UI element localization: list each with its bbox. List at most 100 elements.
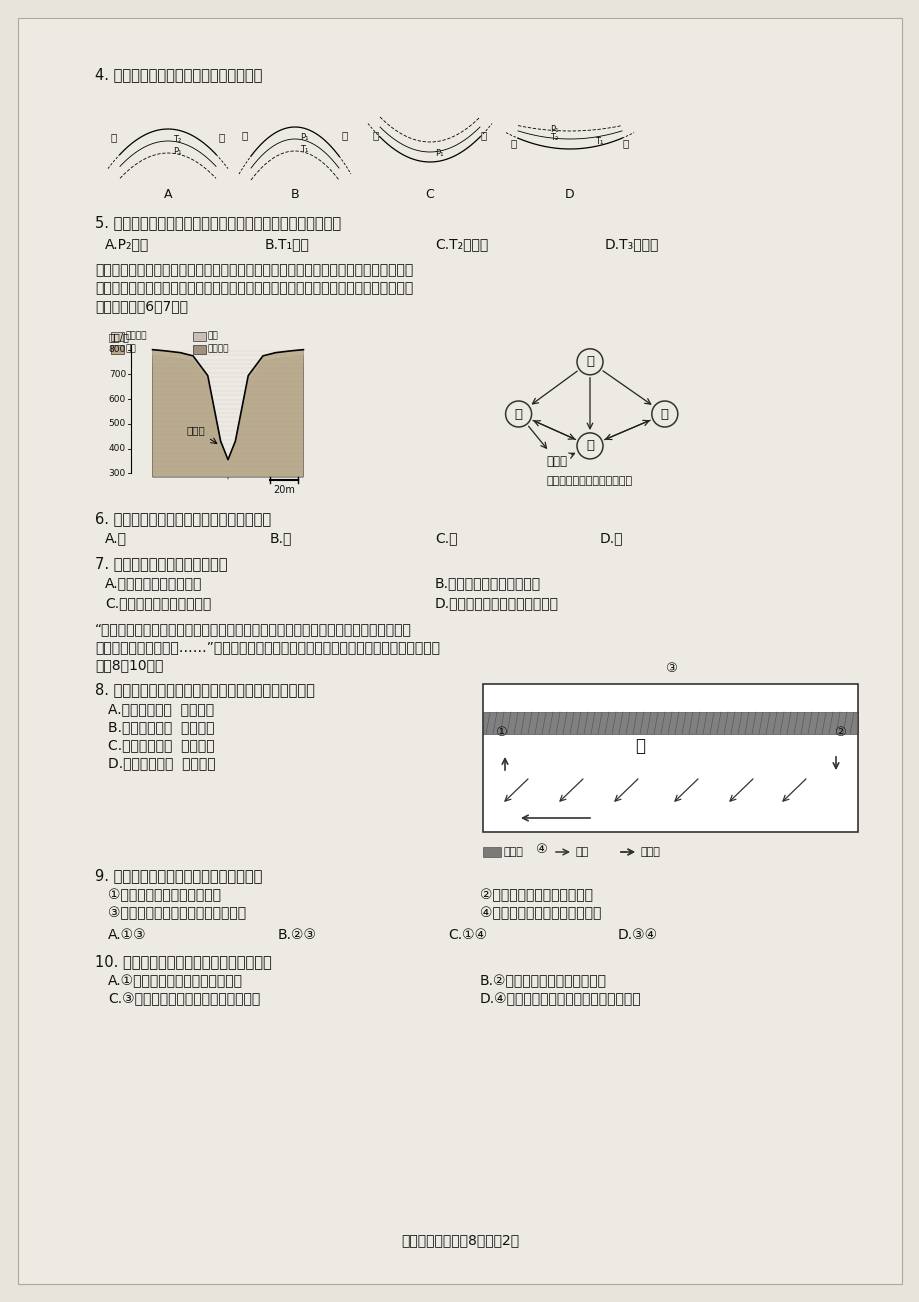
Text: 700: 700 bbox=[108, 370, 126, 379]
Text: 8. 控制该纬线的气压带，其气流运动状况及气候特点是: 8. 控制该纬线的气压带，其气流运动状况及气候特点是 bbox=[95, 682, 314, 697]
Text: 600: 600 bbox=[108, 395, 126, 404]
Bar bbox=[193, 345, 206, 354]
Text: 丁: 丁 bbox=[660, 408, 668, 421]
Text: 完戀8～10题。: 完戀8～10题。 bbox=[95, 658, 164, 672]
Text: 9. 下列景观类型的形成与甲风带有关的是: 9. 下列景观类型的形成与甲风带有关的是 bbox=[95, 868, 262, 883]
Text: 300: 300 bbox=[108, 469, 126, 478]
Circle shape bbox=[651, 401, 677, 427]
Text: T₂: T₂ bbox=[550, 133, 558, 142]
Text: 7. 关于该区域的叙述，正确的是: 7. 关于该区域的叙述，正确的是 bbox=[95, 556, 227, 572]
Text: 乙: 乙 bbox=[342, 130, 347, 141]
Polygon shape bbox=[153, 362, 303, 477]
Text: B.红石峡形成时期气候暑干: B.红石峡形成时期气候暑干 bbox=[435, 575, 540, 590]
Text: B: B bbox=[290, 189, 299, 202]
Text: 5. 为揭示深部地质状况，在丙处垂直钒探，可能发现的地层是: 5. 为揭示深部地质状况，在丙处垂直钒探，可能发现的地层是 bbox=[95, 215, 341, 230]
Text: 高二地理试题（共8页）第2页: 高二地理试题（共8页）第2页 bbox=[401, 1233, 518, 1247]
Text: C: C bbox=[425, 189, 434, 202]
Text: 甲: 甲 bbox=[242, 130, 248, 141]
Text: B.乙: B.乙 bbox=[269, 531, 292, 546]
Bar bbox=[111, 345, 124, 354]
Text: T₁: T₁ bbox=[595, 138, 603, 147]
Text: ①撒哈拉沙漠的热带荒漠景观: ①撒哈拉沙漠的热带荒漠景观 bbox=[108, 888, 221, 902]
Text: 气压带: 气压带 bbox=[504, 848, 523, 857]
Text: 红石峡两岸红色岩石局立，谷底飞瀑幽溪，是我国北方地区少有的丹霞地貌峡谷景观，: 红石峡两岸红色岩石局立，谷底飞瀑幽溪，是我国北方地区少有的丹霞地貌峡谷景观， bbox=[95, 263, 413, 277]
FancyBboxPatch shape bbox=[18, 18, 901, 1284]
Text: P₁: P₁ bbox=[300, 133, 308, 142]
Text: B.②洋流流经海区较易形成渔场: B.②洋流流经海区较易形成渔场 bbox=[480, 974, 607, 988]
Text: D: D bbox=[564, 189, 574, 202]
Text: D.④洋流利于污染物扩散，加剧污染程度: D.④洋流利于污染物扩散，加剧污染程度 bbox=[480, 992, 641, 1006]
Text: 甲: 甲 bbox=[111, 132, 117, 142]
Text: 甲: 甲 bbox=[372, 130, 379, 141]
Polygon shape bbox=[153, 355, 303, 477]
Text: 乙: 乙 bbox=[622, 138, 629, 148]
Text: 盛行风: 盛行风 bbox=[641, 848, 660, 857]
Text: B.T₁泥岩: B.T₁泥岩 bbox=[265, 237, 310, 251]
Text: A.动力原因上升  温和湿润: A.动力原因上升 温和湿润 bbox=[108, 702, 214, 716]
Text: 6. 红石峡两岸的红色岩石，按成因分类属于: 6. 红石峡两岸的红色岩石，按成因分类属于 bbox=[95, 510, 271, 526]
Text: ④: ④ bbox=[535, 842, 546, 855]
Text: 400: 400 bbox=[108, 444, 126, 453]
Text: P₁: P₁ bbox=[435, 150, 443, 159]
Text: C.T₂泥炭岩: C.T₂泥炭岩 bbox=[435, 237, 488, 251]
Text: D.T₃石灰岩: D.T₃石灰岩 bbox=[605, 237, 659, 251]
Text: B.热力原因上升  寒冷干燥: B.热力原因上升 寒冷干燥 bbox=[108, 720, 214, 734]
Text: A.①③: A.①③ bbox=[108, 928, 146, 943]
Text: 灰岩: 灰岩 bbox=[208, 332, 219, 341]
Text: D.丁: D.丁 bbox=[599, 531, 623, 546]
Circle shape bbox=[576, 349, 602, 375]
Text: P₁: P₁ bbox=[550, 125, 558, 134]
Text: “这是一条神秘而又奇特的纬线，这条纬线贯穿四大文明古国，沿线上有藏域的珠穆朗: “这是一条神秘而又奇特的纬线，这条纬线贯穿四大文明古国，沿线上有藏域的珠穆朗 bbox=[95, 622, 412, 635]
Text: 环。据此完戀6～7题。: 环。据此完戀6～7题。 bbox=[95, 299, 187, 312]
Text: C.红石峡上部岩层保存完好: C.红石峡上部岩层保存完好 bbox=[105, 596, 211, 611]
Text: 乙: 乙 bbox=[219, 132, 225, 142]
Bar bbox=[482, 712, 857, 734]
Text: D.③④: D.③④ bbox=[618, 928, 657, 943]
Text: ②印度半岛的热带季雨林景观: ②印度半岛的热带季雨林景观 bbox=[480, 888, 593, 902]
Text: C.动力原因下沉  炎热干燥: C.动力原因下沉 炎热干燥 bbox=[108, 738, 214, 753]
Text: T₁: T₁ bbox=[300, 145, 308, 154]
Circle shape bbox=[505, 401, 531, 427]
Text: D.热力原因下沉  高温多雨: D.热力原因下沉 高温多雨 bbox=[108, 756, 215, 769]
Text: 乙: 乙 bbox=[481, 130, 486, 141]
Text: 玛峰，有广襖的撒哈拉……”。下图示意控制该纬线的气压带及附近风带、洋流分布。据此: 玛峰，有广襖的撒哈拉……”。下图示意控制该纬线的气压带及附近风带、洋流分布。据此 bbox=[95, 641, 439, 654]
Text: 砂砾石层: 砂砾石层 bbox=[208, 345, 229, 354]
Text: 红石峡: 红石峡 bbox=[187, 426, 205, 436]
Text: ②: ② bbox=[834, 727, 845, 740]
Text: 海拔/米: 海拔/米 bbox=[108, 332, 130, 342]
Text: 洋流: 洋流 bbox=[575, 848, 588, 857]
Text: 乙: 乙 bbox=[585, 439, 594, 452]
Text: A.该区域地壳间歇性抬升: A.该区域地壳间歇性抬升 bbox=[105, 575, 202, 590]
Text: C.丙: C.丙 bbox=[435, 531, 457, 546]
Text: ③赤道地区东非高原的热带草原景观: ③赤道地区东非高原的热带草原景观 bbox=[108, 906, 246, 921]
Text: 甲～丁代表岩浆和三大类岩石: 甲～丁代表岩浆和三大类岩石 bbox=[546, 477, 632, 486]
Bar bbox=[482, 848, 501, 857]
Polygon shape bbox=[153, 370, 303, 479]
Text: P₁: P₁ bbox=[173, 147, 181, 155]
Text: 甲: 甲 bbox=[635, 737, 645, 755]
Text: D.砂砾石层是谷内岩石风化而成: D.砂砾石层是谷内岩石风化而成 bbox=[435, 596, 559, 611]
Text: ①: ① bbox=[494, 727, 506, 740]
Text: ④中美洲东北部的热带雨林景观: ④中美洲东北部的热带雨林景观 bbox=[480, 906, 601, 921]
Text: A.①洋流使流经海区海水盐度减小: A.①洋流使流经海区海水盐度减小 bbox=[108, 974, 243, 988]
Bar bbox=[193, 332, 206, 341]
Text: 石英砂岩: 石英砂岩 bbox=[126, 332, 147, 341]
Polygon shape bbox=[153, 350, 303, 477]
Circle shape bbox=[576, 432, 602, 458]
Text: A.P₂砂岩: A.P₂砂岩 bbox=[105, 237, 149, 251]
Text: 500: 500 bbox=[108, 419, 126, 428]
Text: C.①④: C.①④ bbox=[448, 928, 486, 943]
Text: A.甲: A.甲 bbox=[105, 531, 127, 546]
Text: B.②③: B.②③ bbox=[278, 928, 317, 943]
Text: T₂: T₂ bbox=[173, 134, 181, 143]
Text: 峡谷中曾发现寒武纪晚期海生生物化石。下图分别示意红石峡谷横剖面和岩石图物质循: 峡谷中曾发现寒武纪晚期海生生物化石。下图分别示意红石峡谷横剖面和岩石图物质循 bbox=[95, 281, 413, 296]
Text: ③: ③ bbox=[664, 661, 675, 674]
Text: 10. 关于图中洋流及其影响，叙述正确的是: 10. 关于图中洋流及其影响，叙述正确的是 bbox=[95, 954, 271, 969]
Text: 甲: 甲 bbox=[514, 408, 522, 421]
Text: 页岩: 页岩 bbox=[126, 345, 137, 354]
Bar bbox=[111, 332, 124, 341]
Text: 20m: 20m bbox=[273, 486, 295, 495]
Bar bbox=[482, 684, 857, 832]
Text: 丙: 丙 bbox=[585, 355, 594, 368]
Text: A: A bbox=[164, 189, 172, 202]
